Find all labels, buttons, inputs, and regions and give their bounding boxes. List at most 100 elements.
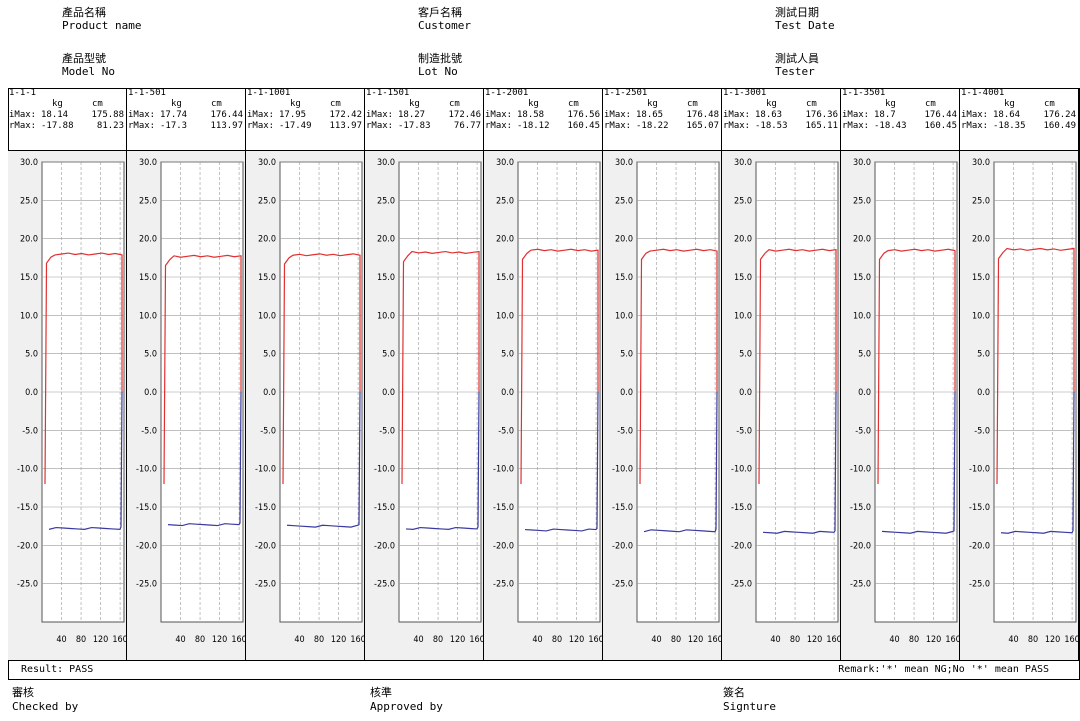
y-tick-label: -15.0 xyxy=(731,503,752,513)
chart-panel: 1-1-2001 kg cm iMax: 18.58 176.56 rMax: -18.12 1… xyxy=(484,88,603,660)
y-tick-label: 10.0 xyxy=(734,311,752,321)
test-date-en: Test Date xyxy=(775,19,835,32)
y-tick-label: -15.0 xyxy=(612,503,633,513)
imax-cm: 172.46 xyxy=(448,110,481,120)
chart-svg: 30.0 25.0 20.0 15.0 10.0 5.0 0.0 -5.0 -10.0 -15.0… xyxy=(960,150,1078,660)
imax-cm: 176.24 xyxy=(1043,110,1076,120)
x-tick-label: 160 xyxy=(588,635,602,645)
y-tick-label: 0.0 xyxy=(977,388,990,398)
y-tick-label: -15.0 xyxy=(969,503,990,513)
tester-zh: 測試人員 xyxy=(775,52,819,65)
chart-svg: 30.0 25.0 20.0 15.0 10.0 5.0 0.0 -5.0 -10.0 -15.0… xyxy=(127,150,245,660)
test-date-zh: 測試日期 xyxy=(775,6,819,19)
y-tick-label: 30.0 xyxy=(972,158,990,168)
y-tick-label: 5.0 xyxy=(501,350,514,360)
panel-id: 1-1-4001 xyxy=(961,88,1005,98)
y-tick-label: 30.0 xyxy=(139,158,157,168)
y-tick-label: 5.0 xyxy=(858,350,871,360)
imax-kg: 18.14 xyxy=(41,110,69,120)
x-tick-label: 160 xyxy=(945,635,959,645)
x-tick-label: 160 xyxy=(707,635,721,645)
x-tick-label: 120 xyxy=(569,635,584,645)
imax-kg: 17.74 xyxy=(160,110,188,120)
remark-text: Remark:'*' mean NG;No '*' mean PASS xyxy=(838,664,1049,675)
y-tick-label: 15.0 xyxy=(496,273,514,283)
x-tick-label: 80 xyxy=(195,635,205,645)
y-tick-label: 10.0 xyxy=(258,311,276,321)
y-tick-label: 0.0 xyxy=(739,388,752,398)
y-tick-label: 20.0 xyxy=(139,235,157,245)
unit-cm: cm xyxy=(687,99,698,109)
rmax-cm: 165.11 xyxy=(805,121,838,131)
header-lot: 制造批號 Lot No xyxy=(418,52,462,78)
lot-no-zh: 制造批號 xyxy=(418,52,462,65)
x-tick-label: 40 xyxy=(175,635,185,645)
chart-svg: 30.0 25.0 20.0 15.0 10.0 5.0 0.0 -5.0 -10.0 -15.0… xyxy=(365,150,483,660)
unit-kg: kg xyxy=(409,99,420,109)
y-tick-label: -20.0 xyxy=(731,541,752,551)
y-tick-label: -20.0 xyxy=(850,541,871,551)
header-model: 產品型號 Model No xyxy=(62,52,115,78)
panel-header: 1-1-4001 kg cm iMax: 18.64 176.24 rMax: -18.35 1… xyxy=(960,88,1078,150)
y-tick-label: 15.0 xyxy=(258,273,276,283)
x-tick-label: 160 xyxy=(231,635,245,645)
y-tick-label: 25.0 xyxy=(734,196,752,206)
y-tick-label: 0.0 xyxy=(25,388,38,398)
rmax-cm: 160.45 xyxy=(567,121,600,131)
panel-header: 1-1-501 kg cm iMax: 17.74 176.44 rMax: -17.3 113… xyxy=(127,88,245,150)
rmax-label: rMax: xyxy=(961,121,989,131)
y-tick-label: -20.0 xyxy=(255,541,276,551)
y-tick-label: 30.0 xyxy=(20,158,38,168)
rmax-label: rMax: xyxy=(366,121,394,131)
x-tick-label: 120 xyxy=(688,635,703,645)
y-tick-label: 5.0 xyxy=(620,350,633,360)
approved-by: 核準 Approved by xyxy=(370,686,443,714)
upper-force-line xyxy=(163,254,242,485)
x-tick-label: 120 xyxy=(807,635,822,645)
y-tick-label: -10.0 xyxy=(374,465,395,475)
x-tick-label: 80 xyxy=(790,635,800,645)
rmax-kg: -17.88 xyxy=(41,121,74,131)
y-tick-label: -25.0 xyxy=(612,580,633,590)
y-tick-label: 0.0 xyxy=(620,388,633,398)
imax-kg: 17.95 xyxy=(279,110,307,120)
imax-cm: 176.36 xyxy=(805,110,838,120)
y-tick-label: 25.0 xyxy=(139,196,157,206)
lower-force-line xyxy=(643,391,718,533)
x-tick-label: 80 xyxy=(909,635,919,645)
upper-force-line xyxy=(639,248,718,485)
imax-label: iMax: xyxy=(247,110,275,120)
chart-panel: 1-1-3001 kg cm iMax: 18.63 176.36 rMax: -18.53 1… xyxy=(722,88,841,660)
panel-id: 1-1-501 xyxy=(128,88,166,98)
unit-cm: cm xyxy=(330,99,341,109)
y-tick-label: 30.0 xyxy=(496,158,514,168)
y-tick-label: -5.0 xyxy=(379,426,395,436)
y-tick-label: 10.0 xyxy=(20,311,38,321)
imax-cm: 176.48 xyxy=(686,110,719,120)
x-tick-label: 40 xyxy=(651,635,661,645)
imax-cm: 176.56 xyxy=(567,110,600,120)
y-tick-label: 10.0 xyxy=(377,311,395,321)
y-tick-label: 20.0 xyxy=(20,235,38,245)
imax-label: iMax: xyxy=(128,110,156,120)
imax-kg: 18.63 xyxy=(755,110,783,120)
y-tick-label: -20.0 xyxy=(374,541,395,551)
rmax-label: rMax: xyxy=(247,121,275,131)
checked-by-en: Checked by xyxy=(12,700,79,713)
y-tick-label: -10.0 xyxy=(850,465,871,475)
chart-panel: 1-1-4001 kg cm iMax: 18.64 176.24 rMax: -18.35 1… xyxy=(960,88,1079,660)
tester-en: Tester xyxy=(775,65,815,78)
x-tick-label: 120 xyxy=(93,635,108,645)
rmax-cm: 81.23 xyxy=(96,121,124,131)
rmax-label: rMax: xyxy=(723,121,751,131)
panel-header: 1-1-1501 kg cm iMax: 18.27 172.46 rMax: -17.83 7… xyxy=(365,88,483,150)
y-tick-label: 30.0 xyxy=(734,158,752,168)
y-tick-label: -10.0 xyxy=(255,465,276,475)
x-tick-label: 120 xyxy=(212,635,227,645)
x-tick-label: 40 xyxy=(1008,635,1018,645)
y-tick-label: -25.0 xyxy=(731,580,752,590)
panel-id: 1-1-1001 xyxy=(247,88,291,98)
y-tick-label: 15.0 xyxy=(972,273,990,283)
y-tick-label: -15.0 xyxy=(136,503,157,513)
y-tick-label: 25.0 xyxy=(972,196,990,206)
